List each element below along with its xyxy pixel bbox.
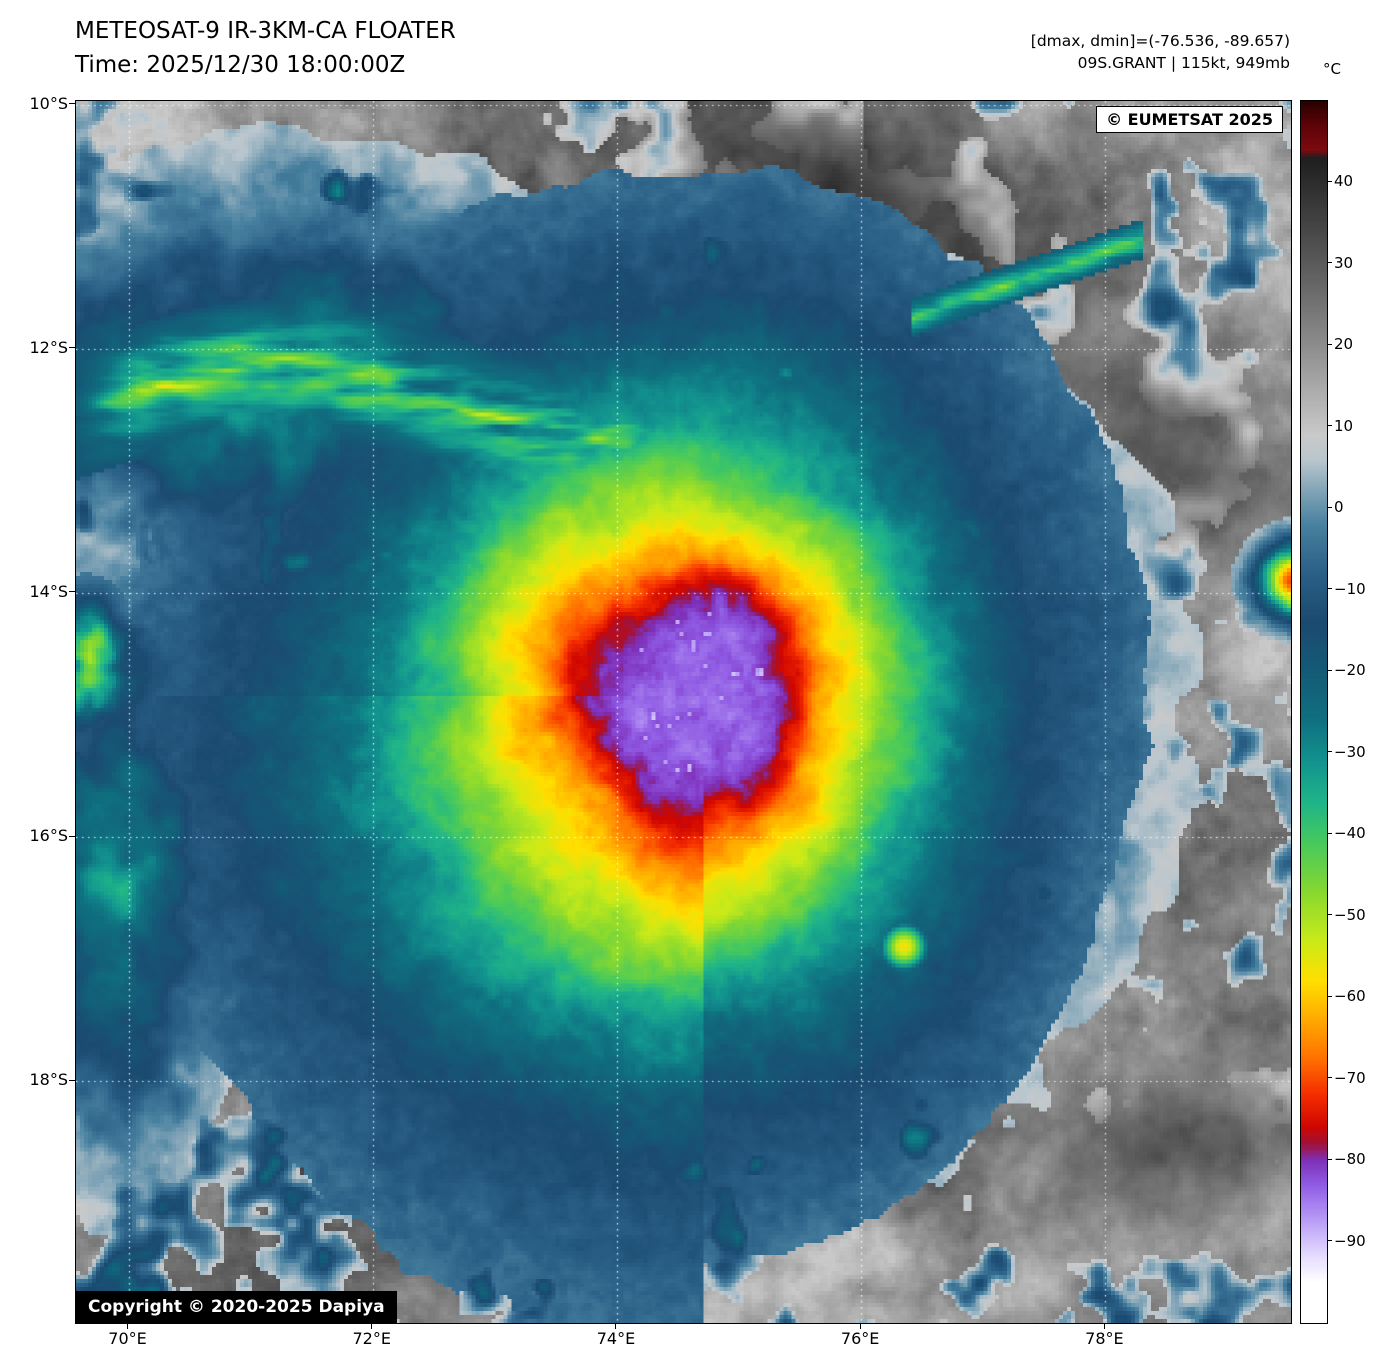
figure-title-block: METEOSAT-9 IR-3KM-CA FLOATER Time: 2025/…	[75, 14, 456, 82]
info-storm-intensity: 09S.GRANT | 115kt, 949mb	[1077, 54, 1290, 72]
lon-tick-label: 74°E	[596, 1329, 636, 1348]
lon-tick-mark	[859, 1323, 861, 1329]
colorbar-tick-label: 30	[1334, 253, 1354, 272]
colorbar-tick-mark	[1328, 1158, 1332, 1160]
colorbar-tick-mark	[1328, 506, 1332, 508]
lat-tick-label: 16°S	[29, 826, 68, 846]
info-dmax-dmin: [dmax, dmin]=(-76.536, -89.657)	[1030, 32, 1290, 50]
lon-tick-label: 70°E	[108, 1329, 147, 1348]
eumetsat-copyright-badge: © EUMETSAT 2025	[1096, 106, 1283, 133]
colorbar-tick-label: −30	[1334, 742, 1366, 761]
colorbar-tick-label: −90	[1334, 1231, 1366, 1250]
lon-tick-mark	[371, 1323, 373, 1329]
colorbar-tick-label: −10	[1334, 579, 1366, 598]
storm-info-block: [dmax, dmin]=(-76.536, -89.657) 09S.GRAN…	[1031, 30, 1290, 74]
colorbar-tick-mark	[1328, 669, 1332, 671]
colorbar-tick-label: 40	[1334, 172, 1354, 191]
lat-tick-label: 14°S	[29, 581, 68, 601]
dapiya-copyright-strip: Copyright © 2020-2025 Dapiya	[76, 1291, 397, 1323]
colorbar-tick-label: 0	[1334, 498, 1344, 517]
colorbar-tick-mark	[1328, 425, 1332, 427]
lon-tick-mark	[1103, 1323, 1105, 1329]
colorbar-tick-mark	[1328, 995, 1332, 997]
lat-tick-label: 18°S	[29, 1070, 68, 1090]
title-product-line: METEOSAT-9 IR-3KM-CA FLOATER	[75, 18, 456, 44]
lon-tick-label: 76°E	[840, 1329, 880, 1348]
colorbar-tick-mark	[1328, 180, 1332, 182]
colorbar-tick-mark	[1328, 832, 1332, 834]
lat-tick-mark	[69, 103, 75, 105]
lon-tick-mark	[127, 1323, 128, 1329]
colorbar-tick-label: −60	[1334, 987, 1366, 1006]
lat-tick-mark	[69, 1079, 75, 1081]
colorbar	[1300, 100, 1328, 1324]
colorbar-tick-mark	[1328, 262, 1332, 264]
title-time-line: Time: 2025/12/30 18:00:00Z	[75, 52, 406, 78]
colorbar-unit-label: °C	[1323, 60, 1341, 78]
colorbar-tick-label: −80	[1334, 1150, 1366, 1169]
colorbar-tick-label: −70	[1334, 1068, 1366, 1087]
lon-tick-mark	[615, 1323, 617, 1329]
colorbar-tick-mark	[1328, 751, 1332, 753]
colorbar-tick-label: −50	[1334, 905, 1366, 924]
colorbar-tick-mark	[1328, 1077, 1332, 1079]
lon-tick-label: 78°E	[1085, 1329, 1124, 1348]
lat-tick-mark	[69, 347, 75, 349]
lat-tick-label: 10°S	[29, 93, 68, 113]
colorbar-tick-mark	[1328, 343, 1332, 345]
colorbar-tick-label: −20	[1334, 661, 1366, 680]
lat-tick-mark	[69, 835, 75, 837]
colorbar-tick-label: −40	[1334, 824, 1366, 843]
colorbar-tick-label: 20	[1334, 335, 1354, 354]
colorbar-tick-mark	[1328, 914, 1332, 916]
colorbar-tick-label: 10	[1334, 416, 1354, 435]
lon-tick-label: 72°E	[352, 1329, 391, 1348]
colorbar-tick-mark	[1328, 588, 1332, 590]
colorbar-tick-mark	[1328, 1240, 1332, 1242]
map-plot-area: © EUMETSAT 2025 Copyright © 2020-2025 Da…	[75, 100, 1292, 1324]
graticule-overlay	[76, 101, 1291, 1323]
lat-tick-mark	[69, 591, 75, 593]
lat-tick-label: 12°S	[29, 337, 68, 357]
